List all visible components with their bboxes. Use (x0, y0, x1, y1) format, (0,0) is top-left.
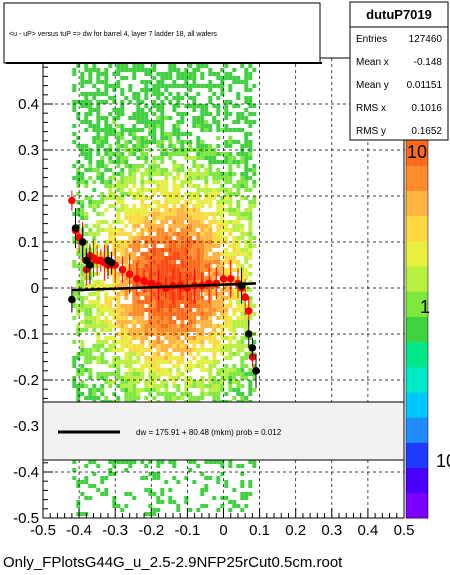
x-tick-label: -0.1 (174, 522, 200, 539)
x-tick-label: 0.2 (285, 522, 306, 539)
black-marker (71, 224, 80, 232)
colorbar-label-top: 10 (407, 142, 427, 162)
colorbar-segment (406, 366, 428, 393)
x-tick-labels: -0.5 -0.4 -0.3 -0.2 -0.1 0 0.1 0.2 0.3 0.4 0.5 (30, 522, 414, 539)
axis-ticks (42, 57, 405, 519)
profile-markers (68, 190, 260, 388)
red-marker (140, 277, 148, 285)
y-tick-label: -0.2 (13, 372, 39, 389)
title-box (3, 2, 321, 64)
fit-line (71, 282, 257, 292)
black-marker (244, 330, 253, 338)
fit-legend: dw = 175.91 + 80.48 (mkm) prob = 0.012 (42, 401, 405, 461)
x-tick-label: 0.4 (357, 522, 378, 539)
y-tick-label: -0.1 (13, 326, 39, 343)
x-tick-label: -0.2 (138, 522, 164, 539)
stats-value-entries: 127460 (409, 34, 443, 45)
black-marker (78, 238, 87, 246)
y-tick-label: -0.3 (13, 418, 39, 435)
stats-value-meany: 0.01151 (407, 80, 443, 91)
colorbar-label-bottom: 10 (436, 451, 450, 471)
y-tick-label: 0.3 (18, 142, 39, 159)
stats-label-rmsx: RMS x (356, 103, 386, 114)
red-marker (241, 293, 249, 302)
x-tick-label: 0.1 (249, 522, 270, 539)
chart-title: <u - uP> versus tuP => dw for barrel 4, … (9, 31, 218, 38)
y-tick-labels: -0.5 -0.4 -0.3 -0.2 -0.1 0 0.1 0.2 0.3 0.4 (13, 96, 39, 527)
colorbar-segment (406, 467, 428, 494)
stats-label-rmsy: RMS y (356, 126, 386, 137)
black-marker (107, 258, 116, 267)
title-box-shadow (6, 62, 322, 64)
y-tick-label: -0.4 (13, 464, 39, 481)
stats-name: dutuP7019 (366, 7, 432, 22)
x-tick-label: 0 (219, 522, 227, 539)
color-bar (405, 139, 429, 519)
colorbar-label-mid: 1 (420, 297, 430, 317)
footer-filename: Only_FPlotsG44G_u_2.5-2.9NFP25rCut0.5cm.… (3, 554, 343, 571)
black-marker (68, 295, 76, 304)
colorbar-segment (406, 266, 428, 292)
x-tick-label: 0.5 (394, 522, 415, 539)
x-tick-label: -0.4 (66, 522, 92, 539)
red-marker (219, 275, 228, 283)
colorbar-segment (406, 492, 428, 519)
colorbar-segment (406, 140, 428, 166)
black-marker (252, 367, 260, 375)
black-marker (248, 344, 257, 352)
red-marker (125, 270, 134, 279)
red-marker (226, 275, 235, 283)
colorbar-segment (406, 341, 428, 368)
y-tick-label: 0.2 (18, 188, 39, 205)
y-tick-label: -0.5 (13, 510, 39, 527)
fit-legend-text: dw = 175.91 + 80.48 (mkm) prob = 0.012 (136, 428, 282, 437)
red-marker (244, 307, 253, 315)
colorbar-segment (406, 291, 428, 317)
red-marker (118, 265, 127, 274)
x-tick-label: 0.3 (321, 522, 342, 539)
y-tick-label: 0 (31, 280, 39, 297)
stats-box: dutuP7019 Entries 127460 Mean x -0.148 M… (349, 1, 449, 141)
x-tick-label: -0.3 (102, 522, 128, 539)
stats-value-meanx: -0.148 (414, 57, 443, 68)
stats-label-entries: Entries (356, 34, 387, 45)
stats-label-meanx: Mean x (356, 57, 389, 68)
red-marker (147, 279, 156, 288)
x-tick-label: -0.5 (30, 522, 56, 539)
colorbar-segment (406, 190, 428, 217)
y-tick-label: 0.1 (18, 234, 39, 251)
red-marker (68, 196, 76, 205)
stats-label-meany: Mean y (356, 80, 389, 91)
y-tick-label: 0.4 (18, 96, 39, 113)
colorbar-segment (406, 215, 428, 242)
colorbar-segment (406, 442, 428, 469)
colorbar-segment (406, 316, 428, 343)
colorbar-segment (406, 240, 428, 267)
colorbar-segment (406, 392, 428, 418)
red-marker (133, 275, 141, 283)
stats-value-rmsx: 0.1016 (411, 103, 442, 114)
stats-value-rmsy: 0.1652 (411, 126, 442, 137)
colorbar-segment (406, 165, 428, 191)
colorbar-segment (406, 417, 428, 443)
black-marker (86, 261, 94, 269)
